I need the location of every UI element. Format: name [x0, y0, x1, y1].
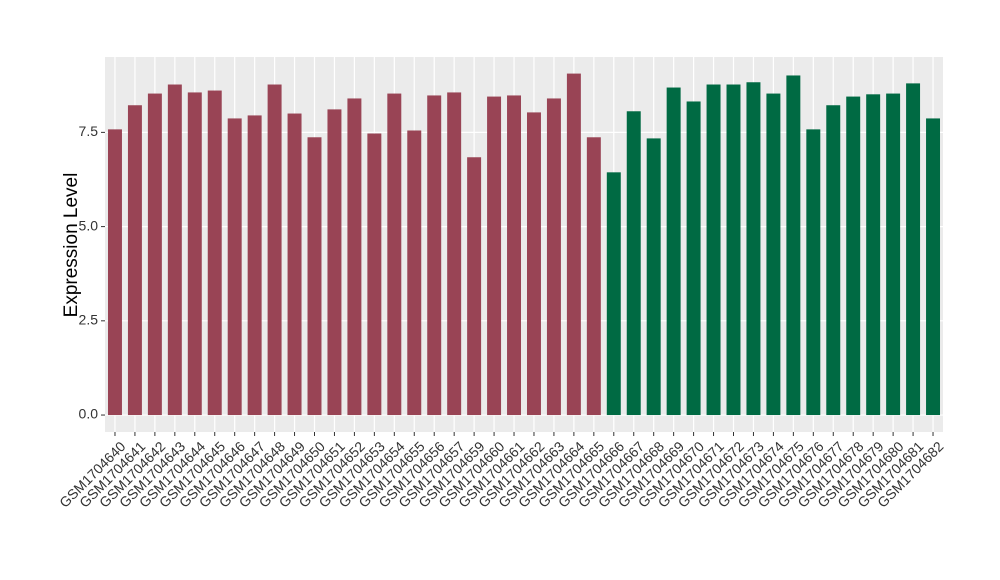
bar	[566, 73, 581, 416]
bar	[706, 84, 721, 416]
bar	[826, 105, 841, 416]
bar	[626, 111, 641, 416]
plot-background	[105, 57, 943, 432]
y-axis-label: Expression Level	[61, 173, 82, 318]
bar	[866, 94, 881, 416]
bar	[846, 96, 861, 416]
bar	[447, 92, 462, 416]
bar	[327, 109, 342, 416]
y-tick-label: 2.5	[79, 312, 99, 328]
bar	[427, 95, 442, 416]
bar	[646, 138, 661, 416]
bar	[207, 90, 222, 416]
bar	[786, 75, 801, 416]
bar	[247, 115, 262, 416]
bar	[746, 82, 761, 416]
y-tick-label: 7.5	[79, 123, 99, 139]
bar	[107, 129, 122, 416]
bar	[467, 157, 482, 416]
y-tick-label: 5.0	[79, 217, 99, 233]
bar	[147, 93, 162, 416]
bar	[407, 130, 422, 416]
bar	[526, 112, 541, 416]
bar	[287, 113, 302, 416]
bar	[307, 137, 322, 416]
bar	[686, 101, 701, 416]
bar	[387, 93, 402, 416]
bar	[766, 93, 781, 416]
bar	[267, 84, 282, 416]
bar	[586, 137, 601, 416]
bar	[606, 172, 621, 416]
bar	[546, 98, 561, 416]
bar	[806, 129, 821, 416]
y-tick-label: 0.0	[79, 406, 99, 422]
bar	[487, 96, 502, 416]
bar	[666, 87, 681, 416]
bar	[726, 84, 741, 416]
bar	[926, 118, 941, 416]
bar	[886, 93, 901, 416]
bar	[127, 105, 142, 416]
bar	[507, 95, 522, 416]
bar	[167, 84, 182, 416]
bar	[367, 133, 382, 416]
bar	[227, 118, 242, 416]
bar	[187, 92, 202, 416]
bar	[906, 83, 921, 416]
bar	[347, 98, 362, 416]
